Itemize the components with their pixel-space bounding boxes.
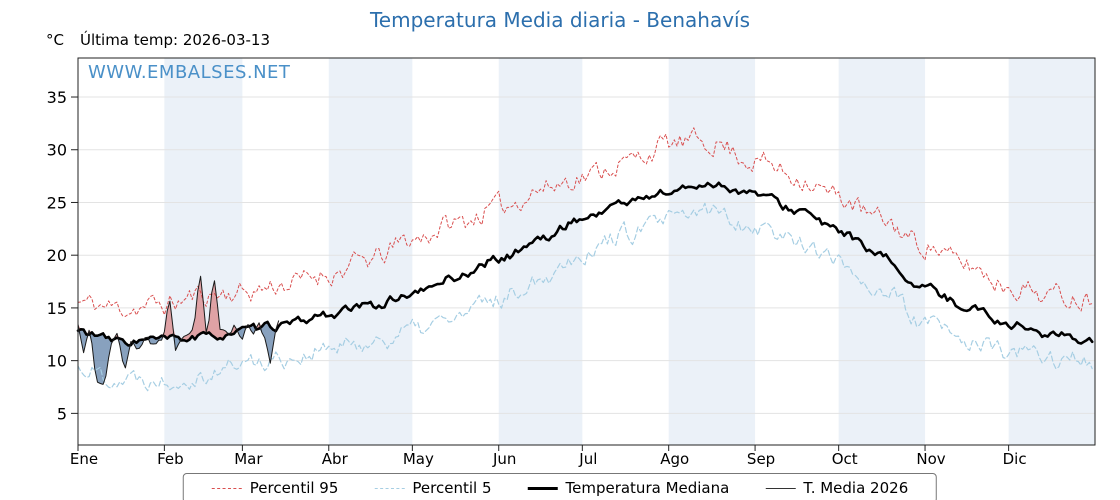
legend: Percentil 95 Percentil 5 Temperatura Media… — [182, 473, 938, 500]
x-tick-label: Sep — [747, 450, 775, 468]
x-tick-label: Jul — [578, 450, 597, 468]
x-tick-label: Abr — [322, 450, 349, 468]
chart-title: Temperatura Media diaria - Benahavís — [369, 8, 751, 32]
month-band — [1008, 58, 1095, 445]
legend-label: Percentil 5 — [412, 479, 492, 497]
watermark-text: WWW.EMBALSES.NET — [88, 62, 291, 83]
t-2026-line — [77, 275, 280, 385]
plot-frame — [77, 57, 1096, 446]
x-tick-label: Dic — [1003, 450, 1027, 468]
legend-label: Temperatura Mediana — [565, 479, 730, 497]
x-tick-label: Feb — [157, 450, 184, 468]
x-tick-label: May — [403, 450, 434, 468]
legend-label: Percentil 95 — [249, 479, 339, 497]
x-tick-label: Oct — [832, 450, 858, 468]
fill-below-median — [78, 321, 279, 385]
x-tick-label: Jun — [492, 450, 516, 468]
y-tick-label: 15 — [47, 299, 67, 318]
y-tick-label: 20 — [47, 246, 67, 265]
legend-swatch-icon — [765, 487, 796, 489]
month-band — [498, 58, 583, 445]
x-tick-label: Mar — [234, 450, 263, 468]
legend-item-1: Percentil 5 — [374, 479, 491, 497]
y-tick-label: 5 — [57, 404, 67, 423]
legend-swatch-icon — [527, 486, 558, 490]
x-tick-label: Ene — [70, 450, 98, 468]
y-tick-label: 30 — [47, 141, 67, 160]
percentil-5-line — [77, 202, 1093, 392]
y-tick-label: 25 — [47, 193, 67, 212]
legend-label: T. Media 2026 — [803, 479, 909, 497]
y-axis-unit-label: °C — [46, 31, 64, 49]
x-tick-label: Ago — [660, 450, 689, 468]
x-tick-label: Nov — [916, 450, 945, 468]
last-temp-label: Última temp: 2026-03-13 — [80, 31, 271, 49]
month-band — [328, 58, 413, 445]
legend-item-0: Percentil 95 — [211, 479, 339, 497]
y-tick-label: 35 — [47, 88, 67, 107]
month-band — [838, 58, 926, 445]
legend-item-2: Temperatura Mediana — [527, 479, 729, 497]
percentil-95-line — [77, 127, 1093, 317]
month-band — [668, 58, 756, 445]
legend-item-3: T. Media 2026 — [765, 479, 908, 497]
legend-swatch-icon — [211, 487, 242, 489]
legend-swatch-icon — [374, 487, 405, 489]
y-tick-label: 10 — [47, 352, 67, 371]
